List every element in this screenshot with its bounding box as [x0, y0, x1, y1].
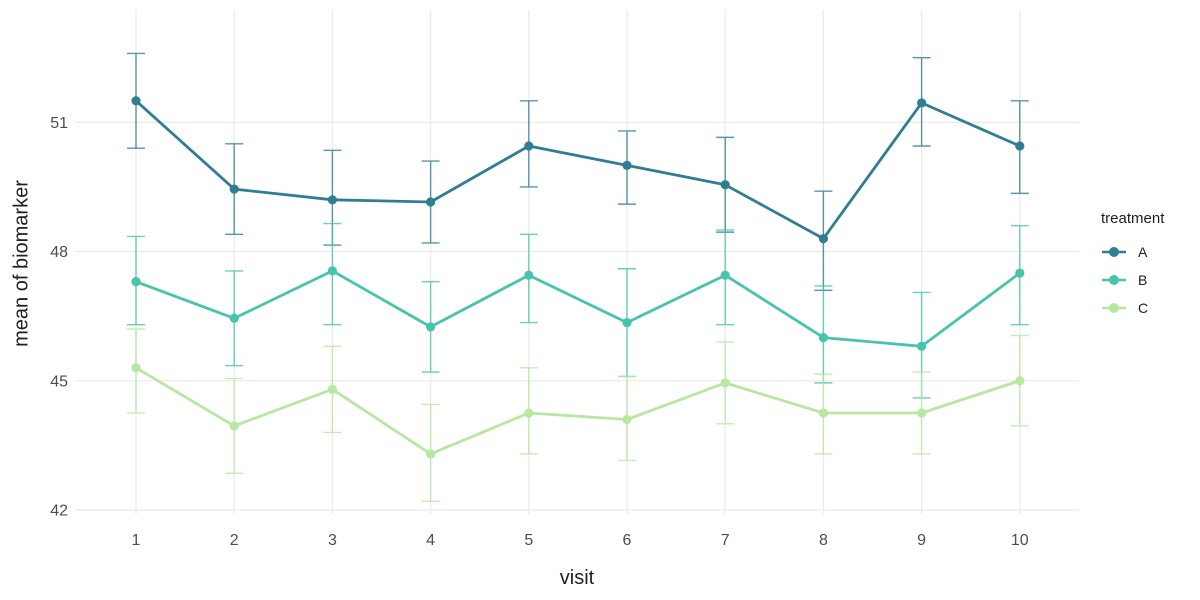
error-bars-B	[127, 222, 1029, 399]
x-tick-label: 6	[623, 532, 632, 549]
data-point-A-visit-3	[327, 195, 337, 205]
legend-entry-B: B	[1101, 266, 1164, 294]
data-point-B-visit-4	[426, 322, 436, 332]
x-tick-label: 7	[721, 532, 730, 549]
data-point-C-visit-9	[917, 408, 927, 418]
y-tick-label: 42	[50, 503, 68, 520]
data-point-B-visit-8	[818, 333, 829, 343]
data-point-B-visit-3	[327, 266, 337, 276]
y-tick-label: 48	[50, 244, 68, 261]
x-tick-label: 1	[132, 532, 141, 549]
y-tick-label: 51	[50, 115, 68, 132]
x-tick-label: 9	[917, 532, 926, 549]
data-point-B-visit-7	[720, 270, 730, 280]
y-axis-title: mean of biomarker	[10, 180, 33, 347]
y-tick-label: 45	[50, 373, 68, 390]
error-bars-A	[127, 52, 1029, 291]
data-point-C-visit-8	[818, 408, 829, 418]
data-point-C-visit-2	[229, 421, 239, 431]
data-point-A-visit-7	[720, 180, 730, 190]
series-A	[127, 52, 1029, 291]
data-point-A-visit-5	[524, 141, 534, 151]
legend-label-C: C	[1138, 300, 1149, 316]
x-tick-label: 2	[230, 532, 239, 549]
data-point-B-visit-10	[1015, 268, 1025, 278]
grid-lines	[75, 10, 1079, 514]
data-point-B-visit-1	[131, 277, 141, 287]
data-point-B-visit-5	[524, 270, 534, 280]
data-point-A-visit-10	[1015, 141, 1025, 151]
data-point-C-visit-10	[1015, 376, 1025, 386]
legend-key-icon-C	[1102, 303, 1126, 313]
x-axis-title: visit	[559, 567, 595, 589]
data-point-C-visit-6	[622, 414, 632, 425]
series-B	[127, 222, 1029, 399]
data-point-C-visit-5	[524, 408, 534, 418]
data-point-B-visit-2	[229, 313, 239, 323]
data-point-C-visit-1	[131, 363, 141, 373]
data-point-A-visit-1	[131, 96, 141, 106]
series-C	[127, 328, 1029, 503]
series-line-B	[135, 269, 1021, 348]
data-point-C-visit-4	[426, 449, 436, 459]
data-point-A-visit-6	[622, 160, 632, 170]
data-point-C-visit-3	[327, 384, 337, 394]
legend-key-icon-A	[1102, 247, 1126, 257]
x-tick-label: 3	[328, 532, 337, 549]
x-tick-label: 4	[426, 532, 435, 549]
legend-entry-A: A	[1101, 238, 1164, 266]
legend-label-A: A	[1138, 244, 1148, 260]
x-tick-label: 5	[524, 532, 533, 549]
series-line-C	[135, 366, 1021, 456]
legend-label-B: B	[1138, 272, 1148, 288]
data-point-A-visit-4	[426, 197, 436, 207]
legend-title: treatment	[1101, 210, 1165, 227]
data-point-A-visit-8	[818, 233, 829, 244]
data-point-A-visit-9	[917, 98, 927, 108]
data-point-A-visit-2	[229, 184, 239, 194]
data-point-B-visit-6	[622, 317, 632, 328]
series-line-A	[135, 99, 1021, 241]
x-tick-label: 10	[1011, 532, 1029, 549]
data-point-C-visit-7	[720, 378, 730, 388]
data-point-B-visit-9	[917, 341, 927, 351]
legend-entry-C: C	[1101, 294, 1164, 322]
x-tick-label: 8	[819, 532, 828, 549]
legend-key-icon-B	[1102, 275, 1126, 285]
